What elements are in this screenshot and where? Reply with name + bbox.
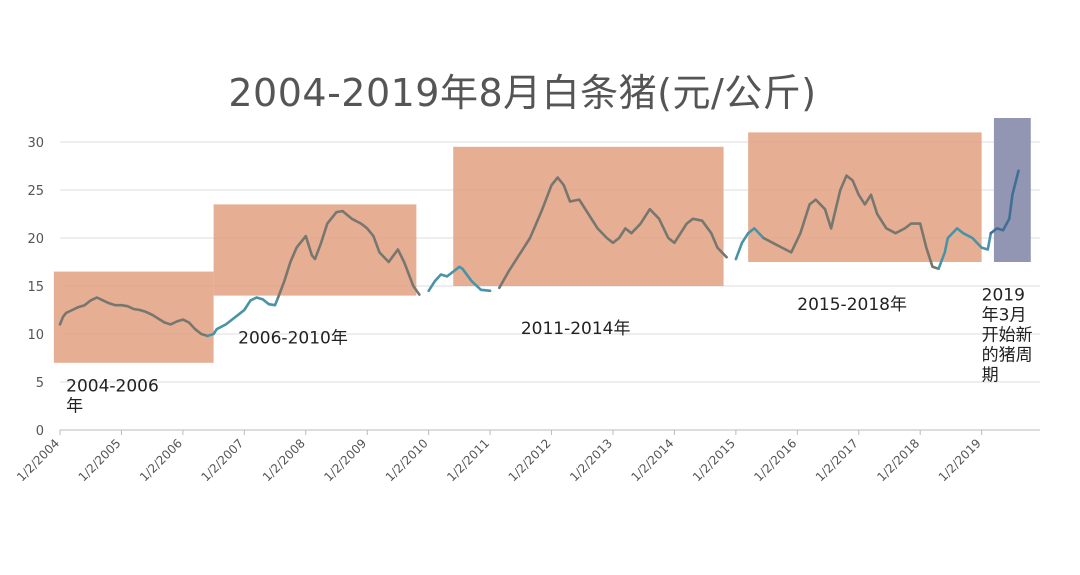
y-tick-label: 25 bbox=[27, 184, 44, 199]
x-tick-label: 1/2/2012 bbox=[506, 436, 554, 484]
period-label: 2019 年3月开始新的猪周期 bbox=[982, 285, 1033, 385]
period-label: 2004-2006 年 bbox=[66, 377, 159, 417]
y-tick-label: 5 bbox=[36, 376, 44, 391]
price-line-segment bbox=[58, 296, 209, 338]
period-label: 2006-2010年 bbox=[238, 329, 348, 349]
period-labels: 2004-2006 年 2006-2010年 2011-2014年 2015-2018年… bbox=[66, 285, 1032, 416]
price-line-segment bbox=[427, 265, 492, 293]
x-tick-label: 1/2/2009 bbox=[321, 436, 369, 484]
y-tick-label: 20 bbox=[27, 232, 44, 247]
x-tick-label: 1/2/2014 bbox=[629, 436, 677, 484]
x-tick-label: 1/2/2017 bbox=[813, 436, 861, 484]
price-line-segment bbox=[206, 296, 280, 338]
x-tick-label: 1/2/2006 bbox=[137, 436, 185, 484]
x-tick-label: 1/2/2007 bbox=[198, 436, 246, 484]
x-tick-label: 1/2/2013 bbox=[567, 436, 615, 484]
price-line-segment bbox=[734, 227, 765, 261]
x-tick-label: 1/2/2005 bbox=[76, 436, 124, 484]
price-line-segment bbox=[497, 176, 728, 290]
x-tick-label: 1/2/2011 bbox=[444, 436, 492, 484]
period-box bbox=[213, 204, 417, 296]
chart-title: 2004-2019年8月白条猪(元/公斤) bbox=[228, 71, 817, 115]
price-line-segment bbox=[276, 209, 421, 299]
price-line-segment bbox=[989, 169, 1020, 235]
period-box bbox=[53, 271, 214, 363]
price-line bbox=[58, 169, 1020, 338]
period-box bbox=[748, 132, 982, 262]
period-label: 2015-2018年 bbox=[797, 295, 907, 315]
y-tick-label: 30 bbox=[27, 136, 44, 151]
price-line-segment bbox=[937, 227, 993, 271]
y-tick-label: 0 bbox=[36, 424, 44, 439]
x-tick-label: 1/2/2008 bbox=[260, 436, 308, 484]
x-tick-label: 1/2/2015 bbox=[690, 436, 738, 484]
y-tick-label: 15 bbox=[27, 280, 44, 295]
x-axis-ticks: 1/2/2004 1/2/2005 1/2/2006 1/2/2007 1/2/2008… bbox=[14, 430, 984, 484]
period-label: 2011-2014年 bbox=[521, 319, 631, 339]
x-tick-label: 1/2/2019 bbox=[936, 436, 984, 484]
x-tick-label: 1/2/2004 bbox=[14, 436, 62, 484]
y-tick-label: 10 bbox=[27, 328, 44, 343]
x-tick-label: 1/2/2010 bbox=[383, 436, 431, 484]
price-line-segment bbox=[762, 174, 940, 271]
x-tick-label: 1/2/2018 bbox=[874, 436, 922, 484]
y-axis-ticks: 0 5 10 15 20 25 30 bbox=[27, 136, 44, 439]
x-tick-label: 1/2/2016 bbox=[751, 436, 799, 484]
